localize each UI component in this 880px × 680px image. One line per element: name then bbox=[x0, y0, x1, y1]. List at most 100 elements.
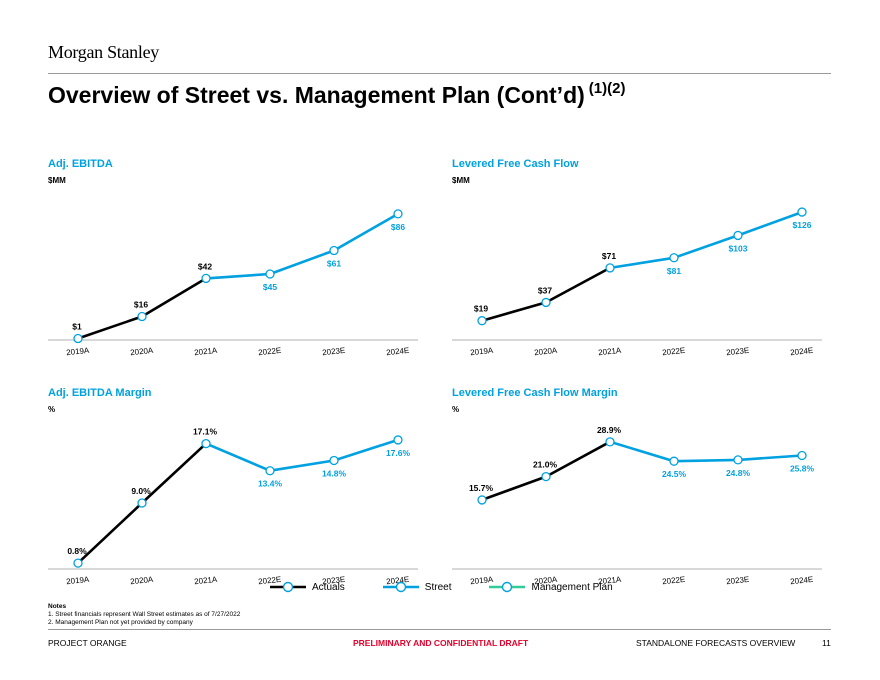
data-point bbox=[797, 207, 807, 217]
x-tick-label: 2022E bbox=[662, 575, 686, 586]
data-label: $71 bbox=[602, 251, 616, 261]
data-point bbox=[733, 455, 743, 465]
legend-actuals-label: Actuals bbox=[312, 581, 345, 593]
chart-title: Levered Free Cash Flow bbox=[452, 158, 579, 170]
x-tick-label: 2019A bbox=[470, 346, 495, 357]
data-label: 21.0% bbox=[533, 460, 558, 470]
data-point bbox=[329, 455, 339, 466]
data-point bbox=[137, 498, 147, 508]
data-point bbox=[605, 263, 615, 273]
chart-svg: 2019A 2020A 2021A 2022E 2023E 2024E 0.8% 9.0% 17… bbox=[48, 427, 418, 586]
footer-project: PROJECT ORANGE bbox=[48, 638, 127, 648]
legend-actuals-marker bbox=[270, 581, 306, 593]
data-label: 25.8% bbox=[790, 463, 815, 473]
chart-svg: 2019A 2020A 2021A 2022E 2023E 2024E $1 $16 $42 $4… bbox=[48, 209, 418, 357]
data-label: $126 bbox=[793, 220, 812, 230]
data-point bbox=[477, 316, 487, 326]
x-tick-label: 2022E bbox=[258, 575, 282, 586]
series-line-actuals bbox=[481, 440, 611, 502]
x-tick-label: 2023E bbox=[726, 346, 750, 357]
data-label: 14.8% bbox=[322, 468, 347, 478]
data-point bbox=[605, 437, 615, 447]
chart-svg: 2019A 2020A 2021A 2022E 2023E 2024E $19 $37 $71 $… bbox=[452, 207, 822, 357]
x-tick-label: 2021A bbox=[598, 346, 623, 357]
chart-svg: 2019A 2020A 2021A 2022E 2023E 2024E 15.7% 21.0%… bbox=[452, 425, 822, 586]
legend-mgmt-label: Management Plan bbox=[531, 581, 613, 593]
chart-levered-fcf-margin: Levered Free Cash Flow Margin % 2019A 202… bbox=[452, 387, 842, 597]
chart-adj-ebitda: Adj. EBITDA $MM 2019A 2020A 2021A 2022E 2023… bbox=[48, 158, 438, 368]
data-label: 15.7% bbox=[469, 483, 494, 493]
chart-legend: Actuals Street Management Plan bbox=[270, 578, 651, 596]
chart-unit: % bbox=[48, 405, 56, 414]
chart-unit: % bbox=[452, 405, 460, 414]
series-line-street bbox=[609, 440, 803, 463]
x-tick-label: 2019A bbox=[470, 575, 495, 586]
data-point bbox=[797, 450, 807, 461]
x-tick-label: 2024E bbox=[790, 575, 814, 586]
legend-street-marker bbox=[382, 581, 419, 593]
data-label: $16 bbox=[134, 300, 148, 310]
data-point bbox=[201, 438, 211, 449]
x-tick-label: 2022E bbox=[258, 346, 282, 357]
x-tick-label: 2023E bbox=[322, 346, 346, 357]
x-tick-label: 2021A bbox=[598, 575, 623, 586]
data-label: 17.6% bbox=[386, 448, 411, 458]
footer-divider bbox=[48, 629, 831, 630]
notes: Notes 1. Street financials represent Wal… bbox=[48, 603, 240, 627]
chart-title: Adj. EBITDA Margin bbox=[48, 387, 152, 399]
x-tick-label: 2022E bbox=[662, 346, 686, 357]
data-label: $103 bbox=[729, 243, 748, 253]
data-point bbox=[541, 297, 551, 308]
series-line-street bbox=[205, 438, 399, 472]
chart-unit: $MM bbox=[452, 176, 470, 185]
chart-levered-fcf: Levered Free Cash Flow $MM 2019A 2020A 202… bbox=[452, 158, 842, 368]
data-point bbox=[669, 456, 679, 466]
legend-mgmt: Management Plan bbox=[489, 581, 613, 593]
data-label: $1 bbox=[72, 322, 82, 332]
footer-section: STANDALONE FORECASTS OVERVIEW bbox=[636, 638, 796, 648]
series-line-street bbox=[609, 210, 803, 270]
data-point bbox=[137, 311, 147, 322]
data-label: $45 bbox=[263, 282, 277, 292]
x-tick-label: 2020A bbox=[534, 575, 559, 586]
x-tick-label: 2023E bbox=[726, 575, 750, 586]
data-label: $61 bbox=[327, 259, 341, 269]
chart-unit: $MM bbox=[48, 176, 66, 185]
header-divider bbox=[48, 73, 831, 74]
x-tick-label: 2021A bbox=[194, 346, 219, 357]
x-tick-label: 2024E bbox=[386, 346, 410, 357]
x-tick-label: 2019A bbox=[66, 346, 91, 357]
data-point bbox=[733, 230, 743, 241]
legend-mgmt-marker bbox=[489, 581, 526, 593]
chart-title: Adj. EBITDA bbox=[48, 158, 113, 170]
data-point bbox=[73, 333, 83, 344]
data-label: 17.1% bbox=[193, 427, 218, 437]
data-label: $19 bbox=[474, 304, 488, 314]
chart-adj-ebitda-margin: Adj. EBITDA Margin % 2019A 2020A 2021A 2022… bbox=[48, 387, 438, 597]
x-tick-label: 2023E bbox=[322, 575, 346, 586]
footer-confidential: PRELIMINARY AND CONFIDENTIAL DRAFT bbox=[353, 638, 529, 648]
data-point bbox=[265, 269, 275, 279]
x-tick-label: 2020A bbox=[534, 346, 559, 357]
note-item: 1. Street financials represent Wall Stre… bbox=[48, 611, 241, 618]
data-point bbox=[393, 435, 403, 445]
data-label: $86 bbox=[391, 222, 405, 232]
page-title-text: Overview of Street vs. Management Plan (… bbox=[48, 82, 585, 108]
legend-street-label: Street bbox=[424, 581, 452, 593]
x-tick-label: 2021A bbox=[194, 575, 219, 586]
data-label: $81 bbox=[667, 266, 681, 276]
chart-title: Levered Free Cash Flow Margin bbox=[452, 387, 618, 399]
legend-street: Street bbox=[382, 581, 452, 593]
x-tick-label: 2020A bbox=[130, 346, 155, 357]
data-point bbox=[393, 209, 403, 219]
data-label: $42 bbox=[198, 261, 212, 271]
x-tick-label: 2019A bbox=[66, 575, 91, 586]
legend-actuals: Actuals bbox=[270, 581, 345, 593]
note-item: 2. Management Plan not yet provided by c… bbox=[48, 619, 193, 626]
x-tick-label: 2020A bbox=[130, 575, 155, 586]
data-label: 24.5% bbox=[662, 469, 687, 479]
series-line-street bbox=[205, 212, 399, 280]
morgan-stanley-logo: Morgan Stanley bbox=[48, 42, 159, 62]
data-label: 24.8% bbox=[726, 468, 751, 478]
data-point bbox=[669, 253, 679, 263]
